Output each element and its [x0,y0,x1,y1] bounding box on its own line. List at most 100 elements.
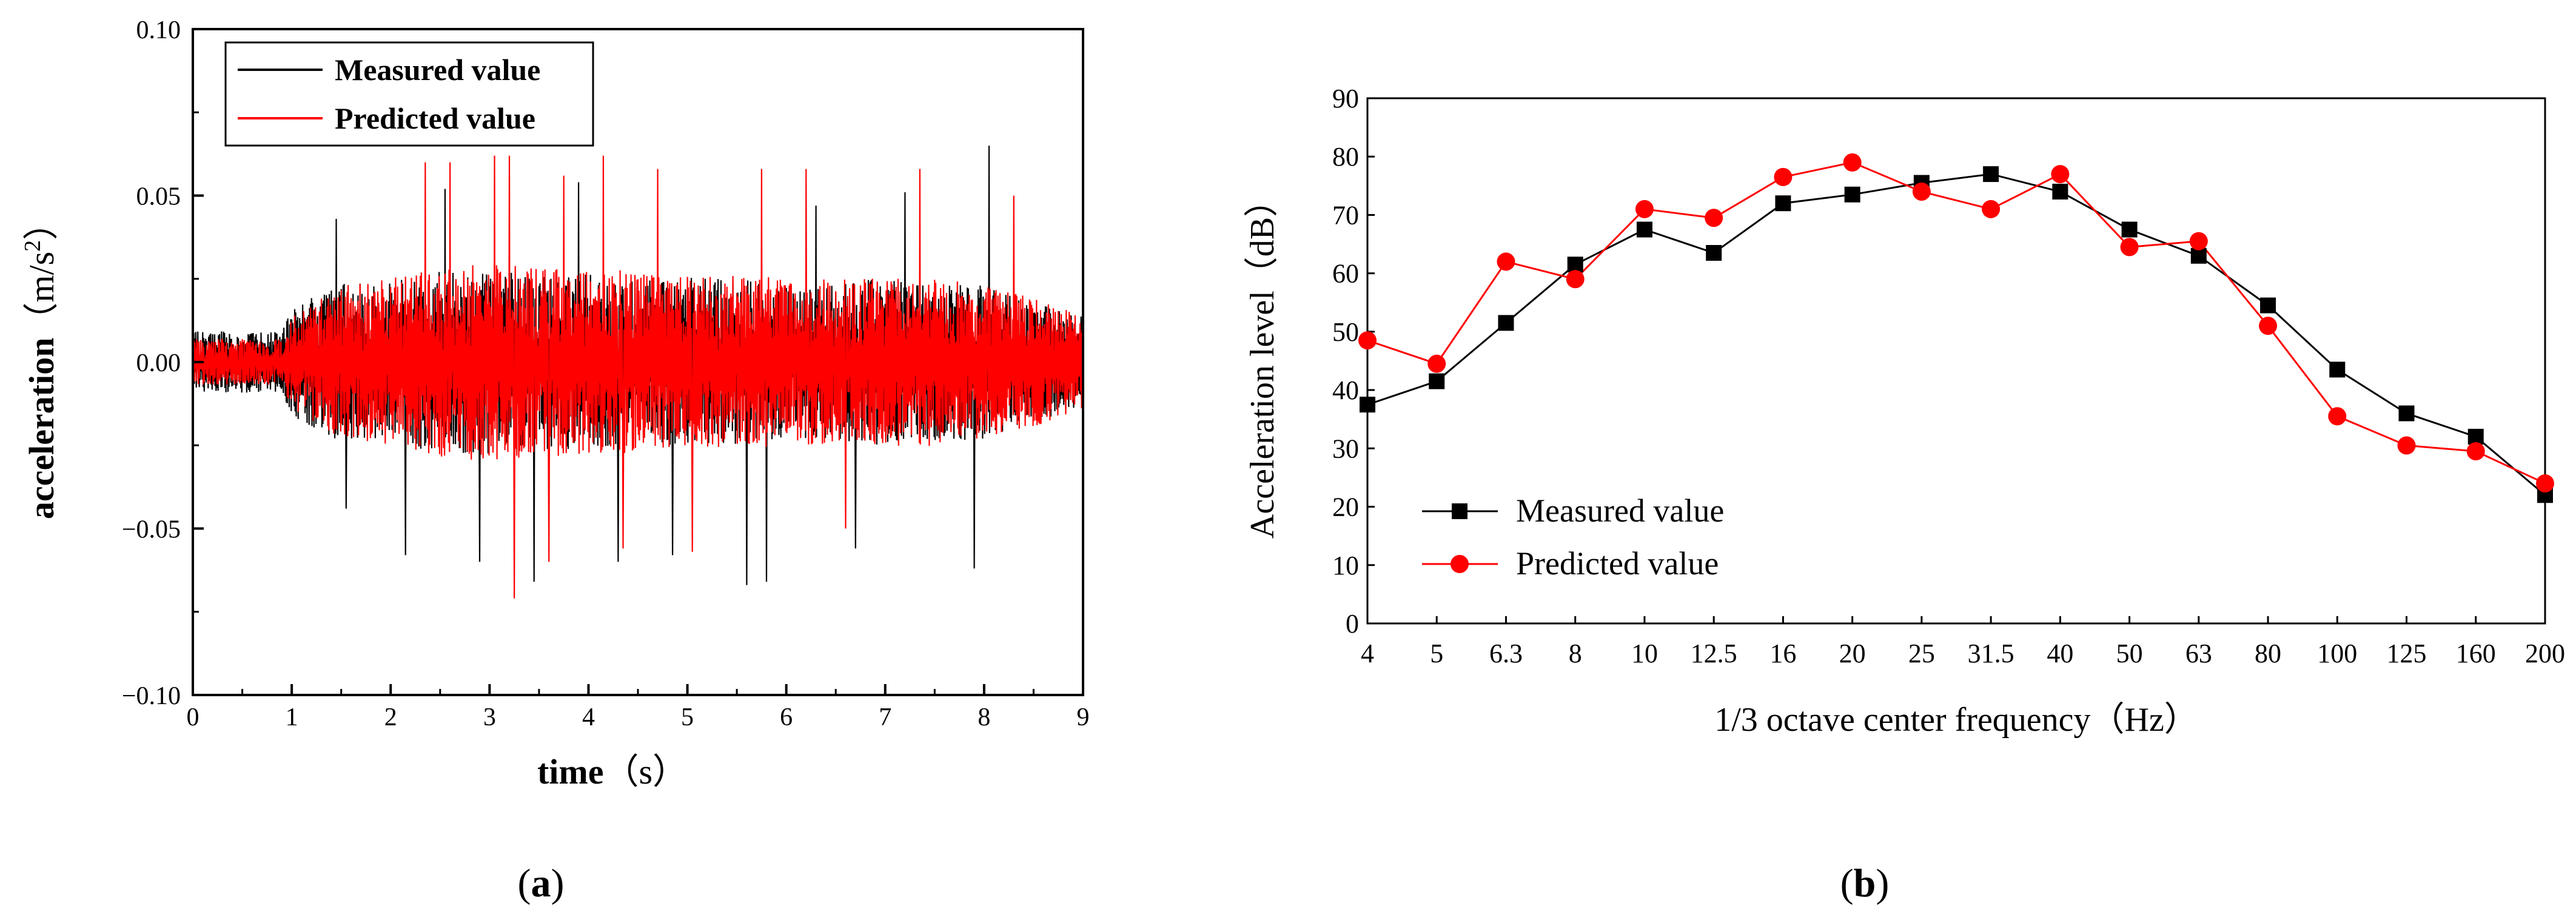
chart-b-x-ticks: 4 5 6.3 8 10 12.5 16 20 25 31.5 40 50 63 80 100 125 160 2… [1361,616,2565,668]
chart-b-measured-point [2121,221,2138,238]
chart-b-measured-point [2398,405,2415,421]
chart-b-series [1358,153,2554,503]
chart-b-legend-predicted-label: Predicted value [1516,545,1719,582]
chart-b-y-tick-label: 80 [1332,142,1359,172]
chart-a-y-tick-label: 0.00 [136,349,181,377]
chart-a-y-tick-label: 0.10 [136,16,181,44]
chart-b-y-tick-label: 40 [1332,375,1359,405]
chart-b-measured-point [2260,297,2276,314]
chart-b-measured-point [2052,183,2068,200]
chart-a-y-axis-title-unit: （m/s [22,252,61,338]
chart-a-signals [193,146,1083,599]
chart-b-x-tick-label: 50 [2116,639,2143,668]
chart-b-y-axis-title: Acceleration level（dB） [1244,183,1281,539]
chart-b-legend: Measured value Predicted value [1422,492,1724,582]
chart-b-y-tick-label: 30 [1332,434,1359,463]
chart-a-series-predicted-line [193,155,1083,599]
chart-b-x-tick-label: 40 [2047,639,2073,668]
chart-a-panel-label: (a) [518,861,565,905]
chart-b-measured-point [2329,361,2346,378]
chart-b-predicted-point [1843,153,1862,172]
chart-a-y-tick-label: 0.05 [136,183,181,211]
chart-b-x-tick-label: 160 [2456,639,2496,668]
chart-b-predicted-point [1358,331,1377,350]
chart-a: 0.10 0.05 0.00 −0.05 −0.10 0 1 2 3 4 5 6 7 8 9 Measur… [20,16,1090,905]
chart-b-x-tick-label: 80 [2255,639,2281,668]
chart-a-x-tick-label: 4 [582,703,595,731]
chart-b-x-tick-label: 6.3 [1489,639,1523,668]
chart-b-series-measured-line [1367,173,2546,496]
chart-b-predicted-point [2397,436,2416,455]
chart-b-measured-point [2467,429,2484,445]
chart-b-y-tick-label: 60 [1332,259,1359,289]
chart-b-x-tick-label: 20 [1839,639,1866,668]
chart-b-measured-point [1360,397,1375,413]
chart-a-x-tick-label: 8 [978,703,990,731]
chart-b-y-tick-label: 50 [1332,317,1359,347]
chart-b-measured-point [2190,247,2207,264]
chart-b-predicted-point [2189,232,2208,250]
chart-b-x-tick-label: 25 [1908,639,1935,668]
chart-a-y-axis-title-close: ） [22,205,61,240]
chart-a-plot-frame [192,28,1084,696]
chart-b-predicted-point [2259,317,2278,335]
chart-a-legend: Measured value Predicted value [224,41,594,147]
chart-b-predicted-point [1497,252,1515,271]
chart-b-predicted-point [1705,209,1723,227]
chart-a-x-tick-label: 7 [879,703,891,731]
chart-b-x-axis-title: 1/3 octave center frequency（Hz） [1714,701,2198,739]
chart-b-x-tick-label: 4 [1361,639,1374,668]
chart-a-x-tick-label: 5 [681,703,694,731]
chart-b-y-tick-label: 0 [1346,609,1359,639]
chart-a-x-tick-label: 3 [483,703,496,731]
chart-a-x-tick-label: 9 [1077,703,1090,731]
chart-b-x-tick-label: 12.5 [1691,639,1737,668]
chart-b-y-ticks: 0 10 20 30 40 50 60 70 80 90 [1332,84,1375,639]
chart-a-x-axis-title-main: time [537,752,604,791]
chart-b-predicted-point [1635,200,1654,218]
chart-a-y-axis-title-main: acceleration [22,338,61,520]
chart-a-legend-measured-label: Measured value [335,53,540,87]
chart-a-y-axis-title: acceleration（m/s2） [20,205,61,519]
chart-b-legend-measured-label: Measured value [1516,492,1724,529]
chart-b-measured-point [1983,166,1999,183]
chart-a-x-axis-title: time（s） [537,752,688,791]
chart-b: 0 10 20 30 40 50 60 70 80 90 4 5 6.3 8 10 12.5 16 20 25 31… [1244,84,2565,905]
chart-b-x-tick-label: 100 [2317,639,2357,668]
chart-b-legend-measured-marker [1452,503,1467,519]
chart-b-predicted-point [1427,354,1446,373]
chart-b-predicted-point [1912,182,1931,201]
chart-a-y-axis-title-exp: 2 [20,240,45,252]
chart-b-predicted-point [1566,270,1585,289]
chart-a-x-ticks: 0 1 2 3 4 5 6 7 8 9 [187,684,1090,731]
chart-a-x-tick-label: 1 [286,703,298,731]
chart-b-x-tick-label: 200 [2525,639,2565,668]
chart-b-x-tick-label: 63 [2185,639,2212,668]
chart-b-y-tick-label: 10 [1332,551,1359,580]
chart-b-y-tick-label: 70 [1332,200,1359,230]
chart-b-predicted-point [2466,442,2485,461]
chart-a-y-tick-label: −0.05 [122,516,181,544]
chart-a-y-tick-label: −0.10 [122,682,181,710]
chart-a-x-axis-title-unit: （s） [603,752,688,791]
chart-a-legend-predicted-label: Predicted value [335,101,535,135]
chart-b-series-predicted-line [1367,161,2546,485]
chart-b-x-tick-label: 8 [1569,639,1582,668]
chart-b-x-tick-label: 16 [1769,639,1796,668]
chart-a-x-tick-label: 0 [187,703,200,731]
chart-a-legend-box [224,41,594,147]
chart-a-y-ticks: 0.10 0.05 0.00 −0.05 −0.10 [122,16,204,710]
chart-b-predicted-point [1774,167,1793,186]
chart-b-measured-point [1844,186,1860,203]
chart-b-x-tick-label: 125 [2387,639,2427,668]
chart-b-measured-point [1706,244,1722,261]
chart-b-measured-point [1498,315,1514,331]
chart-b-predicted-point [2328,407,2347,426]
chart-b-x-tick-label: 5 [1430,639,1443,668]
chart-b-measured-point [1429,373,1445,389]
chart-b-panel-label: (b) [1840,861,1890,905]
chart-b-x-tick-label: 10 [1631,639,1658,668]
chart-a-x-tick-label: 2 [384,703,397,731]
chart-b-plot-frame [1366,97,2546,625]
